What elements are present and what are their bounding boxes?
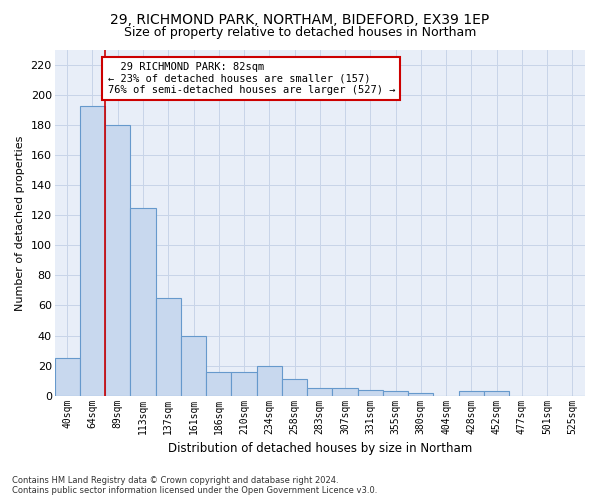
Bar	[80, 106, 105, 396]
Bar	[484, 391, 509, 396]
Bar	[105, 125, 130, 396]
Bar	[181, 336, 206, 396]
X-axis label: Distribution of detached houses by size in Northam: Distribution of detached houses by size …	[167, 442, 472, 455]
Text: 29 RICHMOND PARK: 82sqm
← 23% of detached houses are smaller (157)
76% of semi-d: 29 RICHMOND PARK: 82sqm ← 23% of detache…	[107, 62, 395, 95]
Bar	[130, 208, 155, 396]
Bar	[307, 388, 332, 396]
Bar	[383, 391, 408, 396]
Bar	[332, 388, 358, 396]
Bar	[459, 391, 484, 396]
Text: Contains HM Land Registry data © Crown copyright and database right 2024.
Contai: Contains HM Land Registry data © Crown c…	[12, 476, 377, 495]
Bar	[155, 298, 181, 396]
Bar	[232, 372, 257, 396]
Y-axis label: Number of detached properties: Number of detached properties	[15, 135, 25, 310]
Bar	[408, 392, 433, 396]
Bar	[206, 372, 232, 396]
Bar	[282, 379, 307, 396]
Text: Size of property relative to detached houses in Northam: Size of property relative to detached ho…	[124, 26, 476, 39]
Text: 29, RICHMOND PARK, NORTHAM, BIDEFORD, EX39 1EP: 29, RICHMOND PARK, NORTHAM, BIDEFORD, EX…	[110, 12, 490, 26]
Bar	[358, 390, 383, 396]
Bar	[257, 366, 282, 396]
Bar	[55, 358, 80, 396]
